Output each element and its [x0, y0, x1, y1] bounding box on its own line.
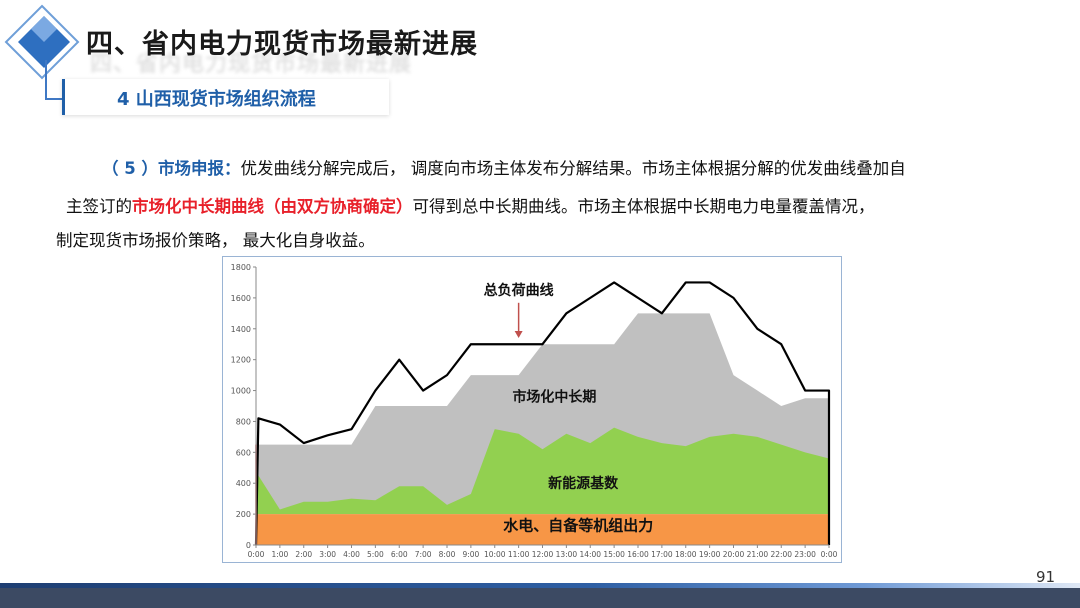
- chart-annotation-1: 总负荷曲线: [484, 282, 554, 299]
- x-tick-label: 5:00: [367, 550, 384, 559]
- highlight-text: 市场化中长期曲线（由双方协商确定）: [132, 197, 413, 216]
- x-tick-label: 2:00: [295, 550, 312, 559]
- subtitle-box: 4 山西现货市场组织流程: [62, 79, 389, 115]
- y-tick-label: 0: [246, 541, 251, 550]
- page-title-reflection: 四、省内电力现货市场最新进展: [90, 52, 413, 77]
- x-tick-label: 20:00: [723, 550, 745, 559]
- area-series-1: [256, 514, 829, 545]
- decorative-diamonds: [4, 4, 80, 80]
- header-connector-horizontal: [45, 98, 65, 100]
- x-tick-label: 16:00: [627, 550, 649, 559]
- total-load-line: [254, 281, 831, 546]
- paragraph-line-1-text: 优发曲线分解完成后， 调度向市场主体发布分解结果。市场主体根据分解的优发曲线叠加…: [240, 159, 906, 178]
- x-tick-label: 15:00: [603, 550, 625, 559]
- page-title: 四、省内电力现货市场最新进展: [86, 29, 478, 60]
- x-tick-label: 0:00: [821, 550, 838, 559]
- x-tick-label: 8:00: [439, 550, 456, 559]
- y-tick-label: 1800: [231, 263, 251, 272]
- x-tick-label: 22:00: [770, 550, 792, 559]
- paragraph-line-2-start: 主签订的: [66, 197, 132, 216]
- chart-annotation-2: 市场化中长期: [512, 388, 596, 405]
- x-tick-label: 13:00: [556, 550, 578, 559]
- x-tick-label: 11:00: [508, 550, 530, 559]
- annotation-arrow-head: [514, 331, 523, 339]
- chart-annotation-3: 新能源基数: [548, 475, 619, 492]
- x-tick-label: 3:00: [319, 550, 336, 559]
- x-tick-label: 12:00: [532, 550, 554, 559]
- header-connector-vertical: [45, 60, 47, 100]
- x-tick-label: 18:00: [675, 550, 697, 559]
- x-tick-label: 9:00: [462, 550, 479, 559]
- y-tick-label: 200: [236, 510, 251, 519]
- paragraph-line-3: 制定现货市场报价策略， 最大化自身收益。: [56, 231, 375, 250]
- y-tick-label: 600: [236, 448, 251, 457]
- x-tick-label: 19:00: [699, 550, 721, 559]
- description-paragraph: （ 5 ）市场申报：优发曲线分解完成后， 调度向市场主体发布分解结果。市场主体根…: [56, 150, 1041, 256]
- x-tick-label: 6:00: [391, 550, 408, 559]
- page-number: 91: [1036, 568, 1056, 586]
- x-tick-label: 23:00: [794, 550, 816, 559]
- x-tick-label: 4:00: [343, 550, 360, 559]
- x-tick-label: 0:00: [248, 550, 265, 559]
- y-tick-label: 800: [236, 417, 251, 426]
- paragraph-line-1: （ 5 ）市场申报：优发曲线分解完成后， 调度向市场主体发布分解结果。市场主体根…: [56, 150, 1041, 188]
- chart-canvas: 0 200 400 600 800 1000 1200 1400 1600 1800 0:00 1:0…: [231, 263, 838, 559]
- chart-annotation-4: 水电、自备等机组出力: [503, 516, 653, 534]
- section-subtitle: 4 山西现货市场组织流程: [117, 89, 316, 110]
- x-tick-label: 10:00: [484, 550, 506, 559]
- y-tick-label: 1600: [231, 294, 251, 303]
- footer-bar-dark: [0, 588, 1080, 608]
- y-tick-label: 1000: [231, 387, 251, 396]
- paragraph-line-2-text: 可得到总中长期曲线。市场主体根据中长期电力电量覆盖情况，: [412, 197, 875, 216]
- y-tick-label: 400: [236, 479, 251, 488]
- x-tick-label: 1:00: [271, 550, 288, 559]
- x-tick-label: 14:00: [579, 550, 601, 559]
- y-tick-label: 1200: [231, 356, 251, 365]
- load-composition-chart: 0 200 400 600 800 1000 1200 1400 1600 1800 0:00 1:0…: [222, 256, 842, 563]
- paragraph-line-2: 主签订的市场化中长期曲线（由双方协商确定）可得到总中长期曲线。市场主体根据中长期…: [56, 188, 1041, 226]
- step-label: （ 5 ）市场申报：: [102, 159, 241, 178]
- area-series-2: [256, 427, 829, 515]
- y-tick-label: 1400: [231, 325, 251, 334]
- x-tick-label: 21:00: [747, 550, 769, 559]
- x-tick-label: 17:00: [651, 550, 673, 559]
- x-tick-label: 7:00: [415, 550, 432, 559]
